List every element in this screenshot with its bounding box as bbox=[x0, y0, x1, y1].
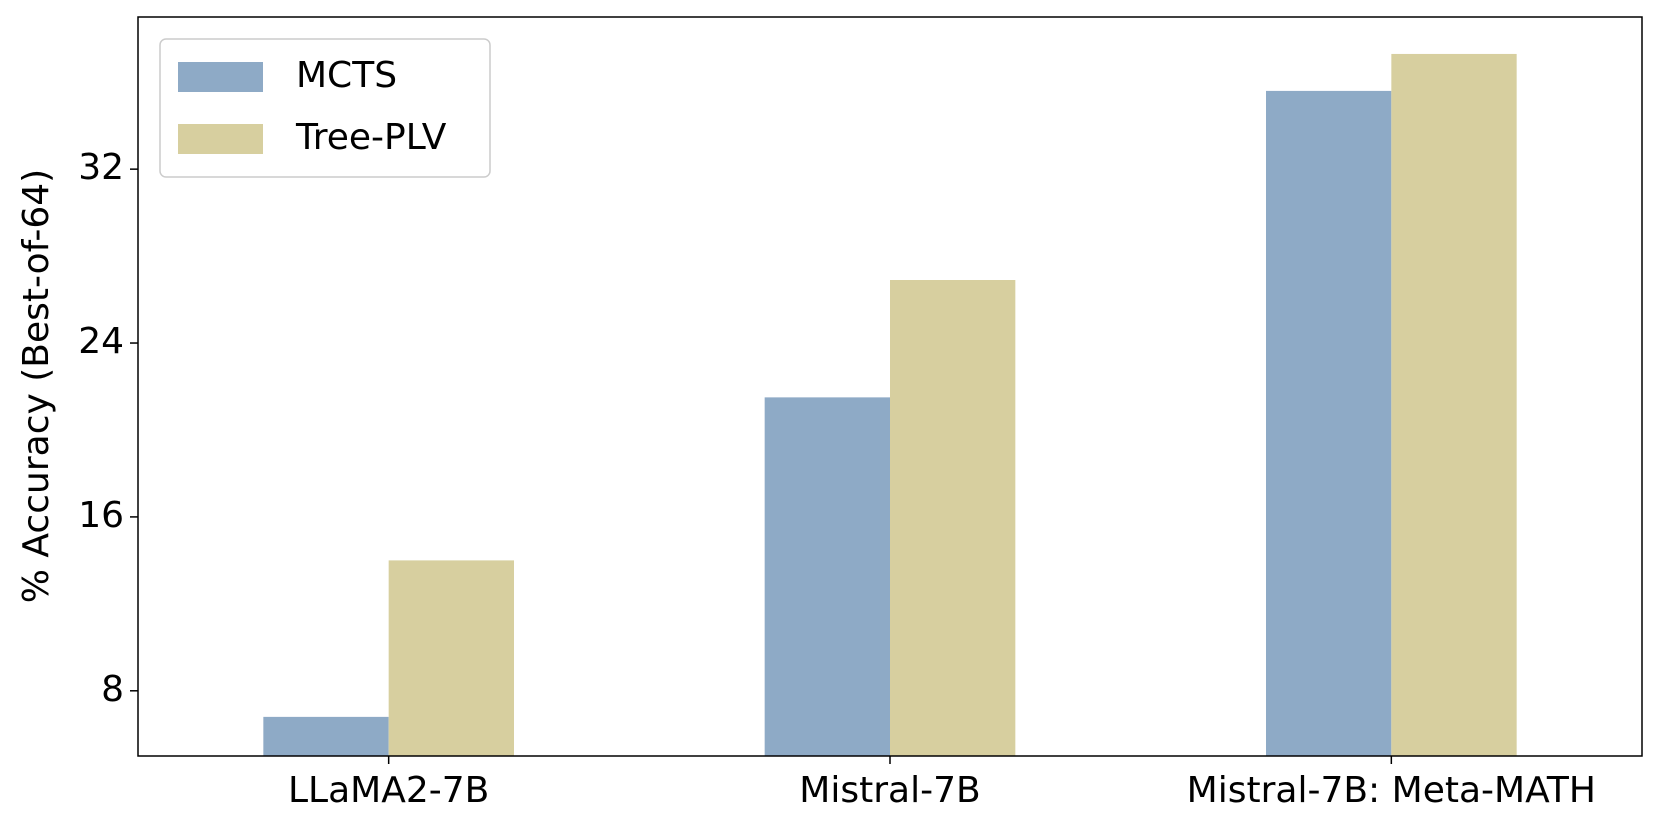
y-tick-label: 32 bbox=[78, 147, 124, 188]
bar bbox=[263, 716, 389, 756]
x-tick-label: Mistral-7B: Meta-MATH bbox=[1187, 770, 1596, 811]
bar bbox=[1391, 53, 1517, 756]
legend-swatch bbox=[178, 62, 263, 92]
plot-frame bbox=[137, 16, 1643, 757]
legend-label: MCTS bbox=[296, 55, 397, 96]
legend-swatch bbox=[178, 124, 263, 154]
y-axis-label: % Accuracy (Best-of-64) bbox=[16, 169, 57, 603]
legend-label: Tree-PLV bbox=[295, 117, 447, 158]
y-tick-label: 24 bbox=[78, 321, 124, 362]
x-tick-label: LLaMA2-7B bbox=[288, 770, 489, 811]
bar bbox=[764, 397, 890, 756]
bar bbox=[890, 279, 1016, 756]
y-tick-label: 16 bbox=[78, 495, 124, 536]
bar bbox=[388, 560, 514, 756]
x-tick-label: Mistral-7B bbox=[799, 770, 980, 811]
bar bbox=[1266, 90, 1392, 756]
y-tick-label: 8 bbox=[101, 669, 124, 710]
